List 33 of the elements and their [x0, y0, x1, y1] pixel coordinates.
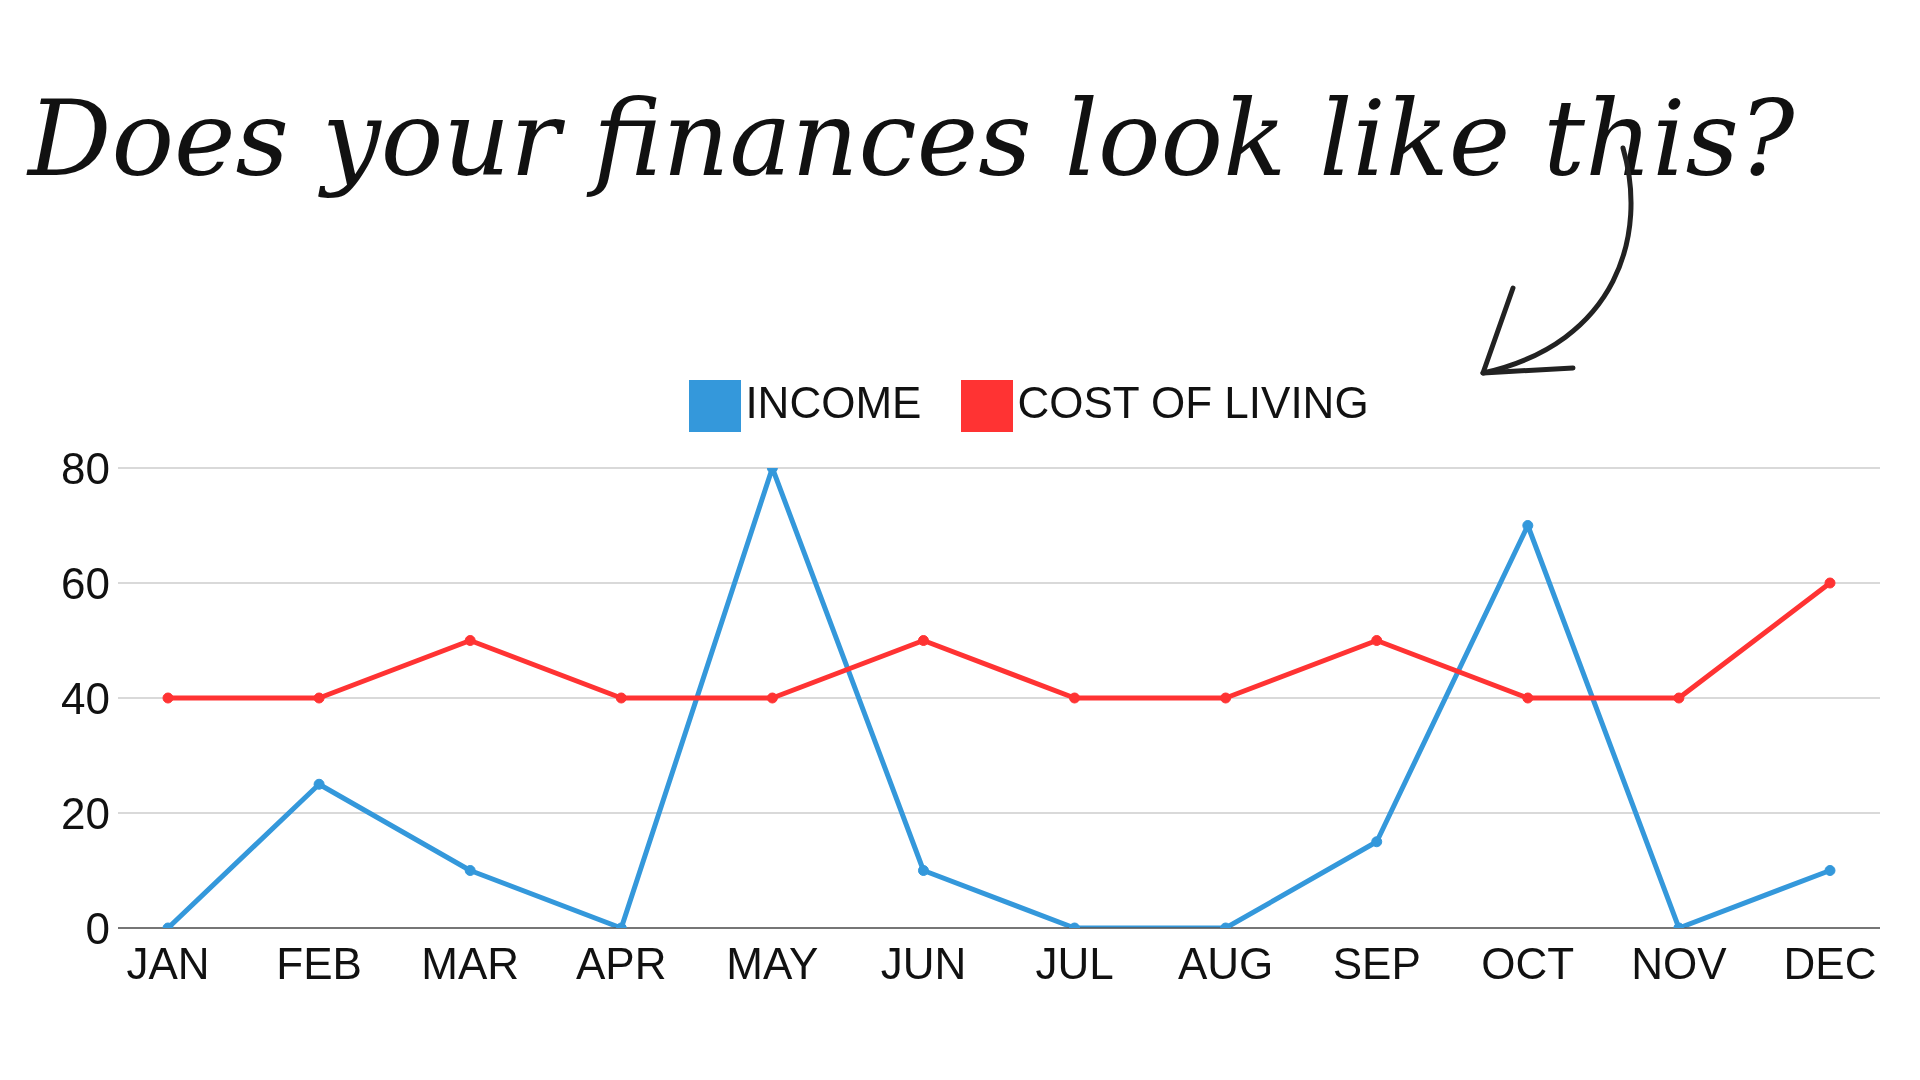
point [1522, 692, 1534, 704]
y-tick-label: 20 [61, 788, 110, 838]
point [1220, 692, 1232, 704]
point [917, 635, 929, 646]
x-tick-label: SEP [1332, 939, 1421, 989]
x-tick-label: AUG [1177, 939, 1274, 989]
x-tick-label: DEC [1783, 939, 1877, 989]
chart-title: Does your finances look like this? [28, 78, 1795, 200]
legend-label: INCOME [745, 378, 922, 427]
x-tick-label: JUN [880, 939, 967, 989]
point [464, 635, 476, 646]
point [313, 778, 325, 790]
point [1371, 635, 1383, 646]
point [313, 692, 325, 704]
x-tick-label: MAR [421, 939, 520, 989]
y-tick-label: 40 [61, 673, 110, 723]
point [162, 692, 174, 704]
point [1673, 692, 1685, 704]
y-tick-label: 60 [61, 558, 110, 608]
legend-label: COST OF LIVING [1017, 378, 1369, 427]
point [1069, 692, 1081, 704]
x-tick-label: MAY [726, 939, 819, 989]
x-tick-label: NOV [1631, 939, 1728, 989]
point [766, 692, 778, 704]
point [615, 692, 627, 704]
point [1824, 577, 1836, 589]
x-tick-label: OCT [1481, 939, 1575, 989]
y-tick-label: 0 [85, 903, 110, 953]
x-tick-label: APR [576, 939, 667, 989]
x-tick-label: JUL [1035, 939, 1114, 989]
x-tick-label: FEB [276, 939, 362, 989]
y-tick-label: 80 [61, 443, 110, 493]
x-tick-label: JAN [126, 939, 210, 989]
